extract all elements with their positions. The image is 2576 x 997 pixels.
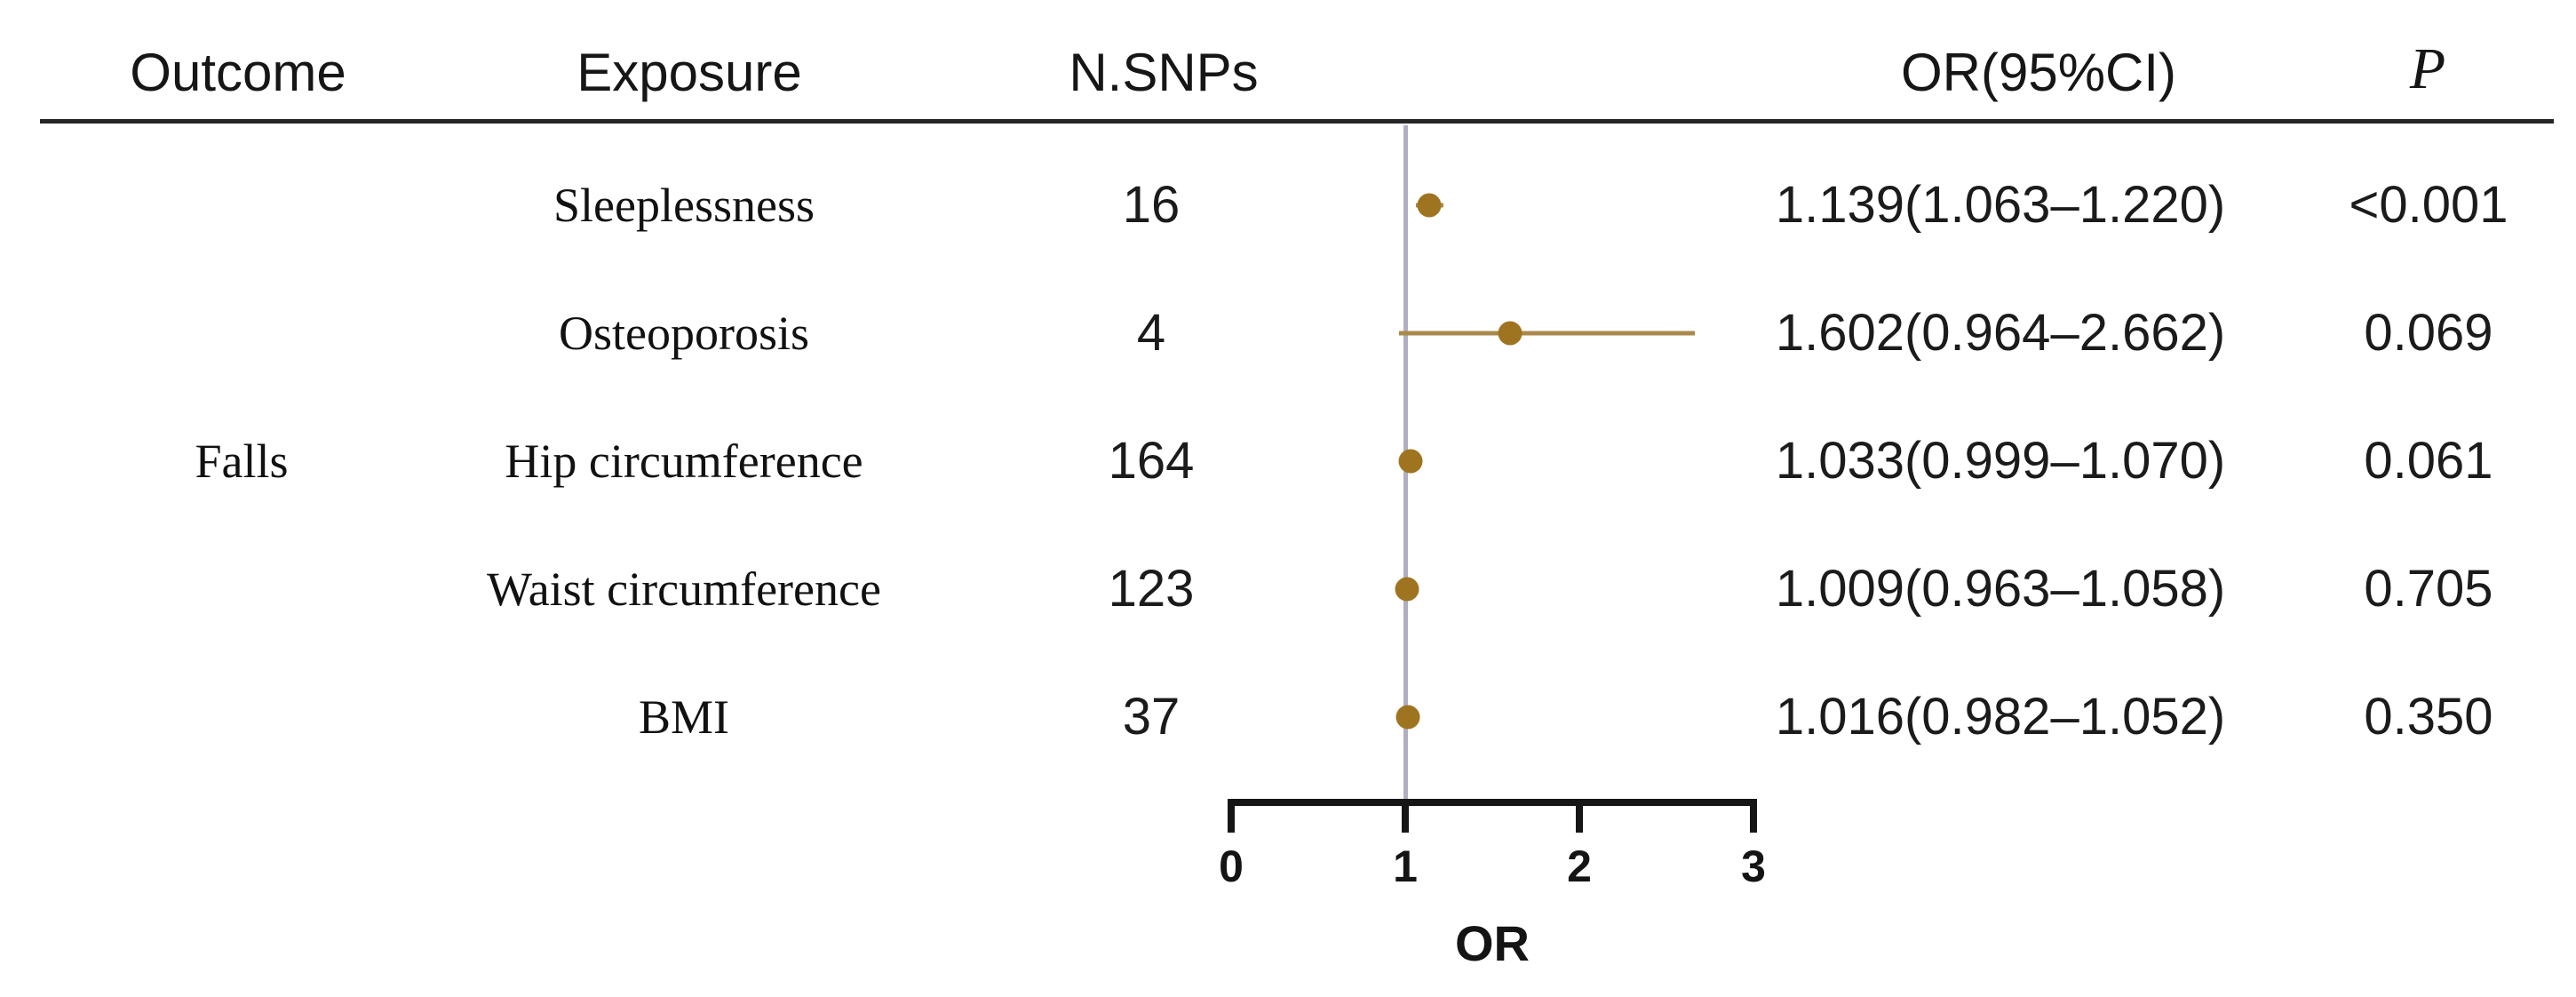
exposure-label: Hip circumference bbox=[505, 435, 863, 488]
nsnp-value: 4 bbox=[1136, 304, 1166, 362]
or-ci-value: 1.016(0.982–1.052) bbox=[1775, 688, 2226, 746]
nsnp-value: 123 bbox=[1108, 560, 1195, 618]
exposure-label: Osteoporosis bbox=[559, 307, 809, 360]
or-ci-value: 1.139(1.063–1.220) bbox=[1775, 176, 2226, 234]
p-value: 0.705 bbox=[2364, 560, 2493, 618]
or-point bbox=[1398, 449, 1423, 474]
x-tick bbox=[1576, 799, 1583, 833]
p-value: <0.001 bbox=[2349, 176, 2508, 234]
p-value: 0.350 bbox=[2364, 688, 2493, 746]
nsnp-value: 37 bbox=[1122, 688, 1181, 746]
header-rule bbox=[40, 119, 2554, 124]
x-tick-label: 3 bbox=[1741, 841, 1766, 891]
col-header-outcome: Outcome bbox=[130, 43, 346, 102]
p-value: 0.069 bbox=[2364, 304, 2493, 362]
exposure-label: Waist circumference bbox=[487, 562, 881, 616]
col-header-exposure: Exposure bbox=[576, 43, 802, 102]
x-tick bbox=[1750, 799, 1757, 833]
or-point bbox=[1498, 321, 1523, 346]
x-tick-label: 1 bbox=[1393, 841, 1418, 891]
x-axis-line bbox=[1228, 799, 1757, 806]
x-tick-label: 2 bbox=[1567, 841, 1592, 891]
x-tick bbox=[1402, 799, 1409, 833]
col-header-nsnps: N.SNPs bbox=[1069, 43, 1259, 102]
nsnp-value: 16 bbox=[1122, 176, 1181, 234]
ci-line bbox=[1398, 331, 1695, 336]
x-axis-title: OR bbox=[1455, 915, 1530, 971]
x-tick bbox=[1228, 799, 1235, 833]
col-header-orci: OR(95%CI) bbox=[1900, 43, 2177, 102]
col-header-p: P bbox=[2409, 36, 2446, 101]
or-ci-value: 1.602(0.964–2.662) bbox=[1775, 304, 2226, 362]
exposure-label: BMI bbox=[638, 690, 730, 744]
or-point bbox=[1417, 193, 1442, 218]
p-value: 0.061 bbox=[2364, 432, 2493, 490]
exposure-label: Sleeplessness bbox=[553, 179, 815, 232]
or-ci-value: 1.009(0.963–1.058) bbox=[1775, 560, 2226, 618]
outcome-group-label: Falls bbox=[195, 435, 289, 488]
or-ci-value: 1.033(0.999–1.070) bbox=[1775, 432, 2226, 490]
nsnp-value: 164 bbox=[1108, 432, 1195, 490]
or-point bbox=[1395, 577, 1419, 602]
or-point bbox=[1395, 705, 1420, 730]
x-tick-label: 0 bbox=[1219, 841, 1244, 891]
